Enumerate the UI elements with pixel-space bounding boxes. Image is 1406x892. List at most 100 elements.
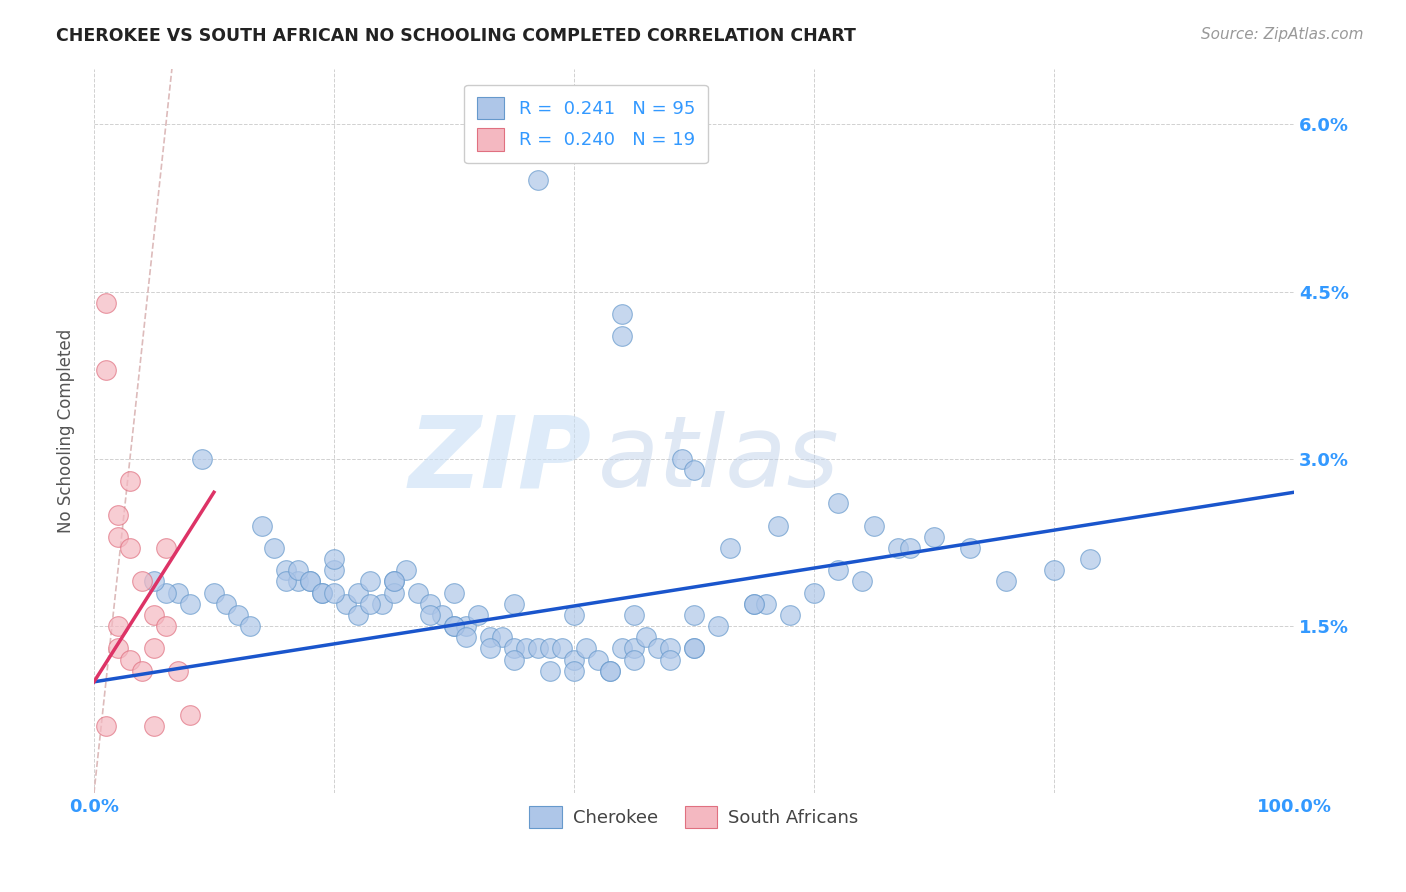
Point [755,597,778,611]
Point [142,607,165,622]
Point [454,619,477,633]
Point [131,574,153,589]
Point [107,641,129,656]
Point [347,607,370,622]
Point [226,607,249,622]
Point [994,574,1017,589]
Point [647,641,669,656]
Text: ZIP: ZIP [409,411,592,508]
Point [443,619,465,633]
Point [263,541,285,555]
Point [155,541,177,555]
Point [538,641,561,656]
Point [827,563,849,577]
Point [610,329,633,343]
Point [959,541,981,555]
Point [274,574,297,589]
Point [562,664,585,678]
Point [118,474,141,488]
Point [94,719,117,733]
Point [395,563,418,577]
Point [406,585,429,599]
Point [311,585,333,599]
Point [94,362,117,376]
Point [478,641,501,656]
Point [803,585,825,599]
Point [287,563,309,577]
Point [586,652,609,666]
Point [347,585,370,599]
Point [623,652,645,666]
Point [658,652,681,666]
Point [142,641,165,656]
Point [443,619,465,633]
Point [167,664,190,678]
Point [562,652,585,666]
Point [898,541,921,555]
Point [610,307,633,321]
Point [599,664,621,678]
Point [371,597,394,611]
Point [430,607,453,622]
Point [683,463,706,477]
Point [167,585,190,599]
Point [551,641,574,656]
Point [443,585,465,599]
Point [107,508,129,522]
Legend: Cherokee, South Africans: Cherokee, South Africans [522,798,866,835]
Point [478,630,501,644]
Point [419,597,441,611]
Point [274,563,297,577]
Point [863,518,886,533]
Point [155,585,177,599]
Point [827,496,849,510]
Point [467,607,489,622]
Point [298,574,321,589]
Point [179,597,201,611]
Text: Source: ZipAtlas.com: Source: ZipAtlas.com [1201,27,1364,42]
Point [191,451,214,466]
Point [683,607,706,622]
Point [742,597,765,611]
Point [454,630,477,644]
Point [851,574,873,589]
Point [503,597,526,611]
Point [623,607,645,622]
Point [335,597,357,611]
Point [359,574,381,589]
Point [155,619,177,633]
Point [766,518,789,533]
Point [107,530,129,544]
Point [538,664,561,678]
Point [683,641,706,656]
Point [1078,552,1101,566]
Point [887,541,910,555]
Point [142,574,165,589]
Point [142,719,165,733]
Point [419,607,441,622]
Point [202,585,225,599]
Point [382,574,405,589]
Point [527,173,550,187]
Point [503,641,526,656]
Point [298,574,321,589]
Point [1043,563,1066,577]
Text: CHEROKEE VS SOUTH AFRICAN NO SCHOOLING COMPLETED CORRELATION CHART: CHEROKEE VS SOUTH AFRICAN NO SCHOOLING C… [56,27,856,45]
Point [323,563,346,577]
Point [239,619,262,633]
Point [779,607,801,622]
Point [671,451,693,466]
Point [491,630,513,644]
Point [707,619,730,633]
Point [599,664,621,678]
Point [382,585,405,599]
Point [623,641,645,656]
Point [527,641,550,656]
Point [515,641,537,656]
Point [118,652,141,666]
Point [94,295,117,310]
Text: atlas: atlas [598,411,839,508]
Point [634,630,657,644]
Point [718,541,741,555]
Point [610,641,633,656]
